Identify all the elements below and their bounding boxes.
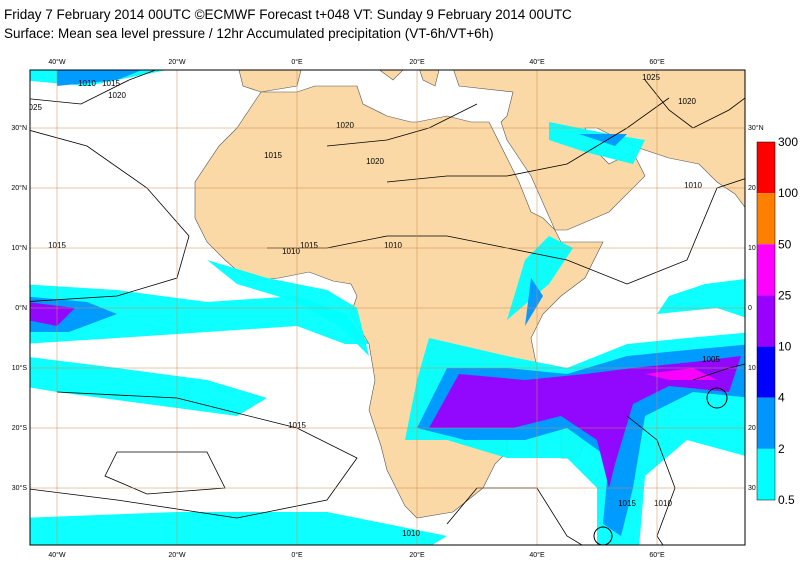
- precip-area: [549, 122, 645, 164]
- isobar-label: 1010: [654, 499, 672, 508]
- legend-label: 100: [778, 186, 798, 200]
- legend: 300 100 50 25 10 4 2 0.5: [756, 135, 798, 507]
- lat-label-left: 30°N: [11, 124, 27, 132]
- precip-area: [30, 357, 267, 416]
- lat-label-left: 30°S: [12, 484, 28, 492]
- isobar: [30, 70, 157, 105]
- lon-label-bottom: 60°E: [649, 551, 665, 559]
- precip-area: [429, 356, 741, 488]
- isobar-label: 1020: [678, 97, 696, 106]
- lon-label-top: 0°E: [291, 58, 303, 66]
- legend-label: 300: [778, 135, 798, 149]
- precip-area: [30, 512, 447, 545]
- legend-swatch: [757, 397, 775, 449]
- subtitle: Surface: Mean sea level pressure / 12hr …: [4, 26, 494, 41]
- legend-swatch: [757, 295, 775, 347]
- isobar-label: 1015: [618, 499, 636, 508]
- legend-label: 4: [778, 391, 785, 405]
- lon-label-top: 40°W: [48, 58, 66, 66]
- lat-label-right: 0: [748, 305, 752, 312]
- precip-area: [579, 134, 627, 146]
- lon-label-top: 20°W: [168, 58, 186, 66]
- precip-area: [525, 278, 543, 326]
- legend-frame: [756, 141, 776, 501]
- legend-label: 0.5: [778, 493, 795, 507]
- isobar-label: 1015: [264, 151, 282, 160]
- isobar-label: 1010: [384, 241, 402, 250]
- isobar-label: 1010: [78, 79, 96, 88]
- legend-label: 50: [778, 237, 792, 251]
- precip-area: [507, 236, 573, 320]
- legend-swatch: [757, 193, 775, 245]
- isobar-label: 1015: [300, 241, 318, 250]
- isobar-label: 1010: [402, 529, 420, 538]
- lat-label-left: 20°N: [11, 184, 27, 192]
- legend-swatch: [757, 448, 775, 500]
- isobar: [30, 391, 358, 519]
- title: Friday 7 February 2014 00UTC ©ECMWF Fore…: [4, 7, 572, 22]
- isobar-label: 1025: [24, 103, 42, 112]
- isobar-label: 1020: [366, 157, 384, 166]
- lat-label-left: 10°S: [12, 364, 28, 372]
- isobar-label: 1005: [702, 355, 720, 364]
- land: [419, 70, 440, 87]
- precip-area: [30, 302, 75, 326]
- lat-label-right: 20: [748, 425, 756, 432]
- lon-label-bottom: 20°E: [409, 551, 425, 559]
- lon-label-bottom: 40°E: [529, 551, 545, 559]
- lon-label-top: 20°E: [409, 58, 425, 66]
- isobar: [104, 451, 226, 495]
- precip-area: [57, 70, 142, 86]
- map: 1025102010151010101510201020101510101010…: [24, 70, 745, 545]
- isobar-label: 1025: [642, 73, 660, 82]
- lon-label-top: 40°E: [529, 58, 545, 66]
- isobar-label: 1015: [48, 241, 66, 250]
- lat-label-right: 30°N: [748, 124, 764, 132]
- low-center: [593, 526, 613, 545]
- lat-label-left: 0°N: [15, 304, 27, 312]
- lat-label-right: 20: [748, 185, 756, 192]
- map-border: [29, 69, 746, 546]
- lat-label-left: 10°N: [11, 244, 27, 252]
- isobar-label: 1015: [102, 79, 120, 88]
- lat-label-left: 20°S: [12, 424, 28, 432]
- isobar: [326, 103, 478, 147]
- land: [238, 70, 302, 93]
- legend-label: 25: [778, 288, 792, 302]
- legend-swatch: [757, 244, 775, 296]
- legend-label: 2: [778, 442, 785, 456]
- isobar-label: 1020: [108, 91, 126, 100]
- precip-area: [30, 284, 369, 344]
- land: [379, 70, 404, 81]
- axes: 40°W 40°W 20°W 20°W 0°E 0°E 20°E 20°E 40°E 40°E 60…: [11, 58, 763, 559]
- low-center: [706, 387, 728, 409]
- lon-label-bottom: 0°E: [291, 551, 303, 559]
- legend-label: 10: [778, 340, 792, 354]
- isobar-label: 1015: [288, 421, 306, 430]
- legend-swatch: [757, 346, 775, 398]
- lat-label-right: 30: [748, 485, 756, 492]
- isobar-label: 1010: [282, 247, 300, 256]
- precip-area: [645, 368, 717, 380]
- precip-area: [207, 260, 369, 356]
- legend-swatch: [757, 142, 775, 194]
- lon-label-bottom: 20°W: [168, 551, 186, 559]
- isobar: [30, 130, 190, 302]
- lon-label-bottom: 40°W: [48, 551, 66, 559]
- lat-label-right: 10: [748, 245, 756, 252]
- lat-label-right: 10: [748, 365, 756, 372]
- isobar-label: 1020: [336, 121, 354, 130]
- lon-label-top: 60°E: [649, 58, 665, 66]
- isobar-label: 1010: [684, 181, 702, 190]
